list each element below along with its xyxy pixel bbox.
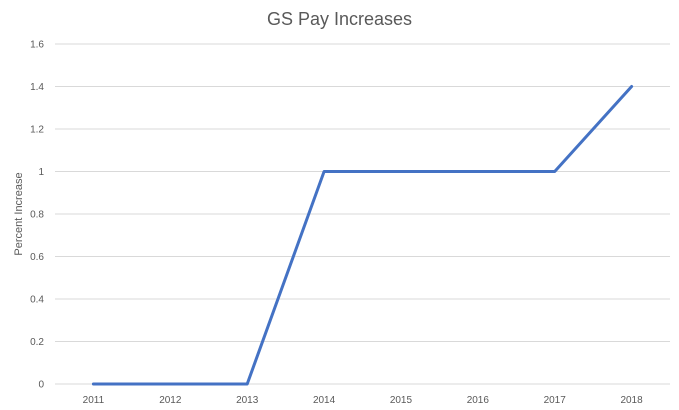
y-tick-label: 1	[38, 167, 44, 178]
y-tick-label: 0.6	[30, 252, 44, 263]
y-tick-label: 0.2	[30, 337, 44, 348]
y-tick-label: 0.8	[30, 210, 44, 221]
y-axis-ticks: 0 0.2 0.4 0.6 0.8 1 1.2 1.4 1.6	[30, 40, 44, 391]
x-tick-label: 2018	[620, 395, 643, 406]
x-tick-label: 2014	[313, 395, 336, 406]
x-tick-label: 2011	[83, 395, 105, 406]
chart-title: GS Pay Increases	[267, 9, 412, 29]
y-tick-label: 1.2	[30, 125, 44, 136]
x-tick-label: 2013	[236, 395, 259, 406]
gridlines	[55, 43, 670, 385]
y-tick-label: 1.6	[30, 40, 44, 51]
x-axis-ticks: 2011 2012 2013 2014 2015 2016 2017 2018	[83, 395, 643, 406]
series-layer	[91, 85, 634, 386]
y-tick-label: 0	[38, 380, 44, 391]
y-tick-label: 1.4	[30, 82, 44, 93]
x-tick-label: 2015	[390, 395, 413, 406]
x-tick-label: 2016	[467, 395, 490, 406]
x-tick-label: 2012	[159, 395, 182, 406]
y-axis-title: Percent Increase	[13, 172, 25, 255]
x-tick-label: 2017	[544, 395, 567, 406]
y-tick-label: 0.4	[30, 295, 44, 306]
series-line	[91, 85, 634, 386]
